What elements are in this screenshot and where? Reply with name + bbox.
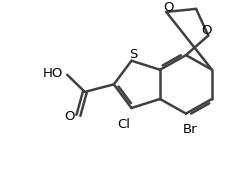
Text: O: O [163,1,173,13]
Text: Br: Br [183,123,197,136]
Text: O: O [201,24,212,37]
Text: Cl: Cl [117,118,130,131]
Text: O: O [64,110,74,123]
Text: S: S [129,48,138,61]
Text: HO: HO [43,67,63,80]
